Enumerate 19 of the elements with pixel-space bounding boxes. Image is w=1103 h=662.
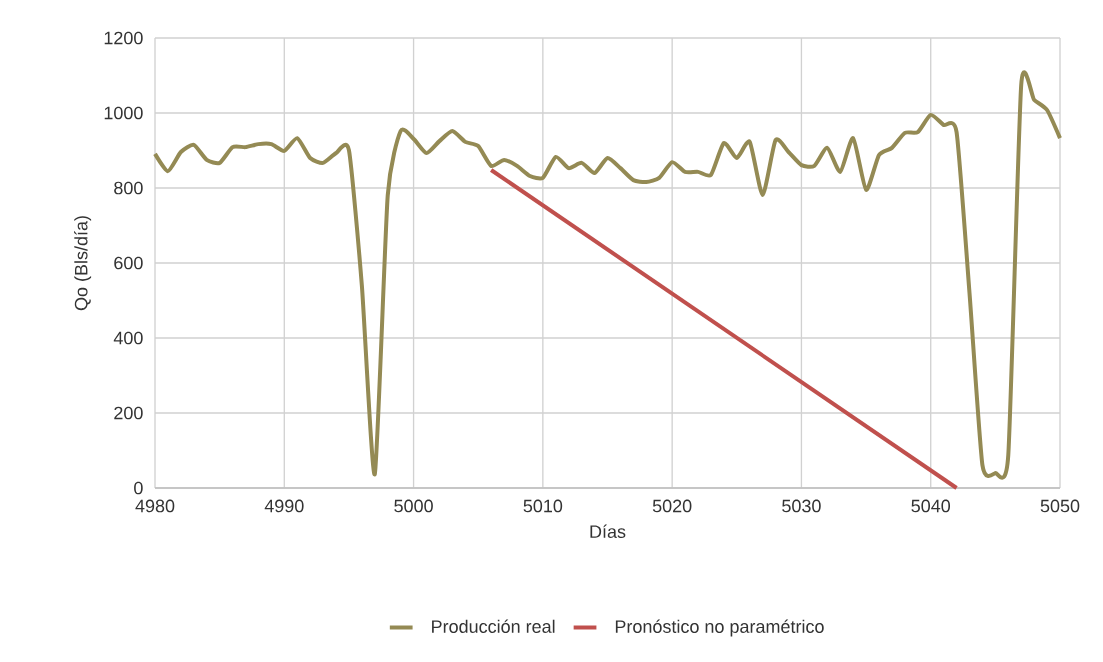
y-tick-label: 1200 bbox=[104, 31, 143, 45]
legend-label: Pronóstico no paramétrico bbox=[615, 619, 824, 637]
x-tick-label: 4980 bbox=[135, 499, 175, 513]
y-tick-label: 600 bbox=[114, 256, 143, 270]
x-tick-label: 5020 bbox=[652, 499, 692, 513]
legend-label: Producción real bbox=[432, 619, 555, 633]
y-tick-label: 0 bbox=[134, 481, 143, 495]
y-tick-label: 1000 bbox=[104, 106, 143, 120]
x-tick-label: 5030 bbox=[782, 499, 821, 513]
x-axis-title: Días bbox=[590, 524, 626, 539]
y-tick-label: 200 bbox=[114, 406, 143, 420]
x-tick-label: 5050 bbox=[1040, 499, 1080, 513]
y-tick-label: 400 bbox=[113, 331, 143, 345]
x-tick-label: 5010 bbox=[523, 499, 563, 513]
y-tick-label: 800 bbox=[114, 181, 143, 195]
x-tick-label: 5040 bbox=[911, 499, 951, 513]
x-tick-label: 5000 bbox=[394, 499, 433, 513]
y-axis-title: Qo (Bls/día) bbox=[74, 216, 92, 311]
x-tick-label: 4990 bbox=[264, 499, 304, 513]
